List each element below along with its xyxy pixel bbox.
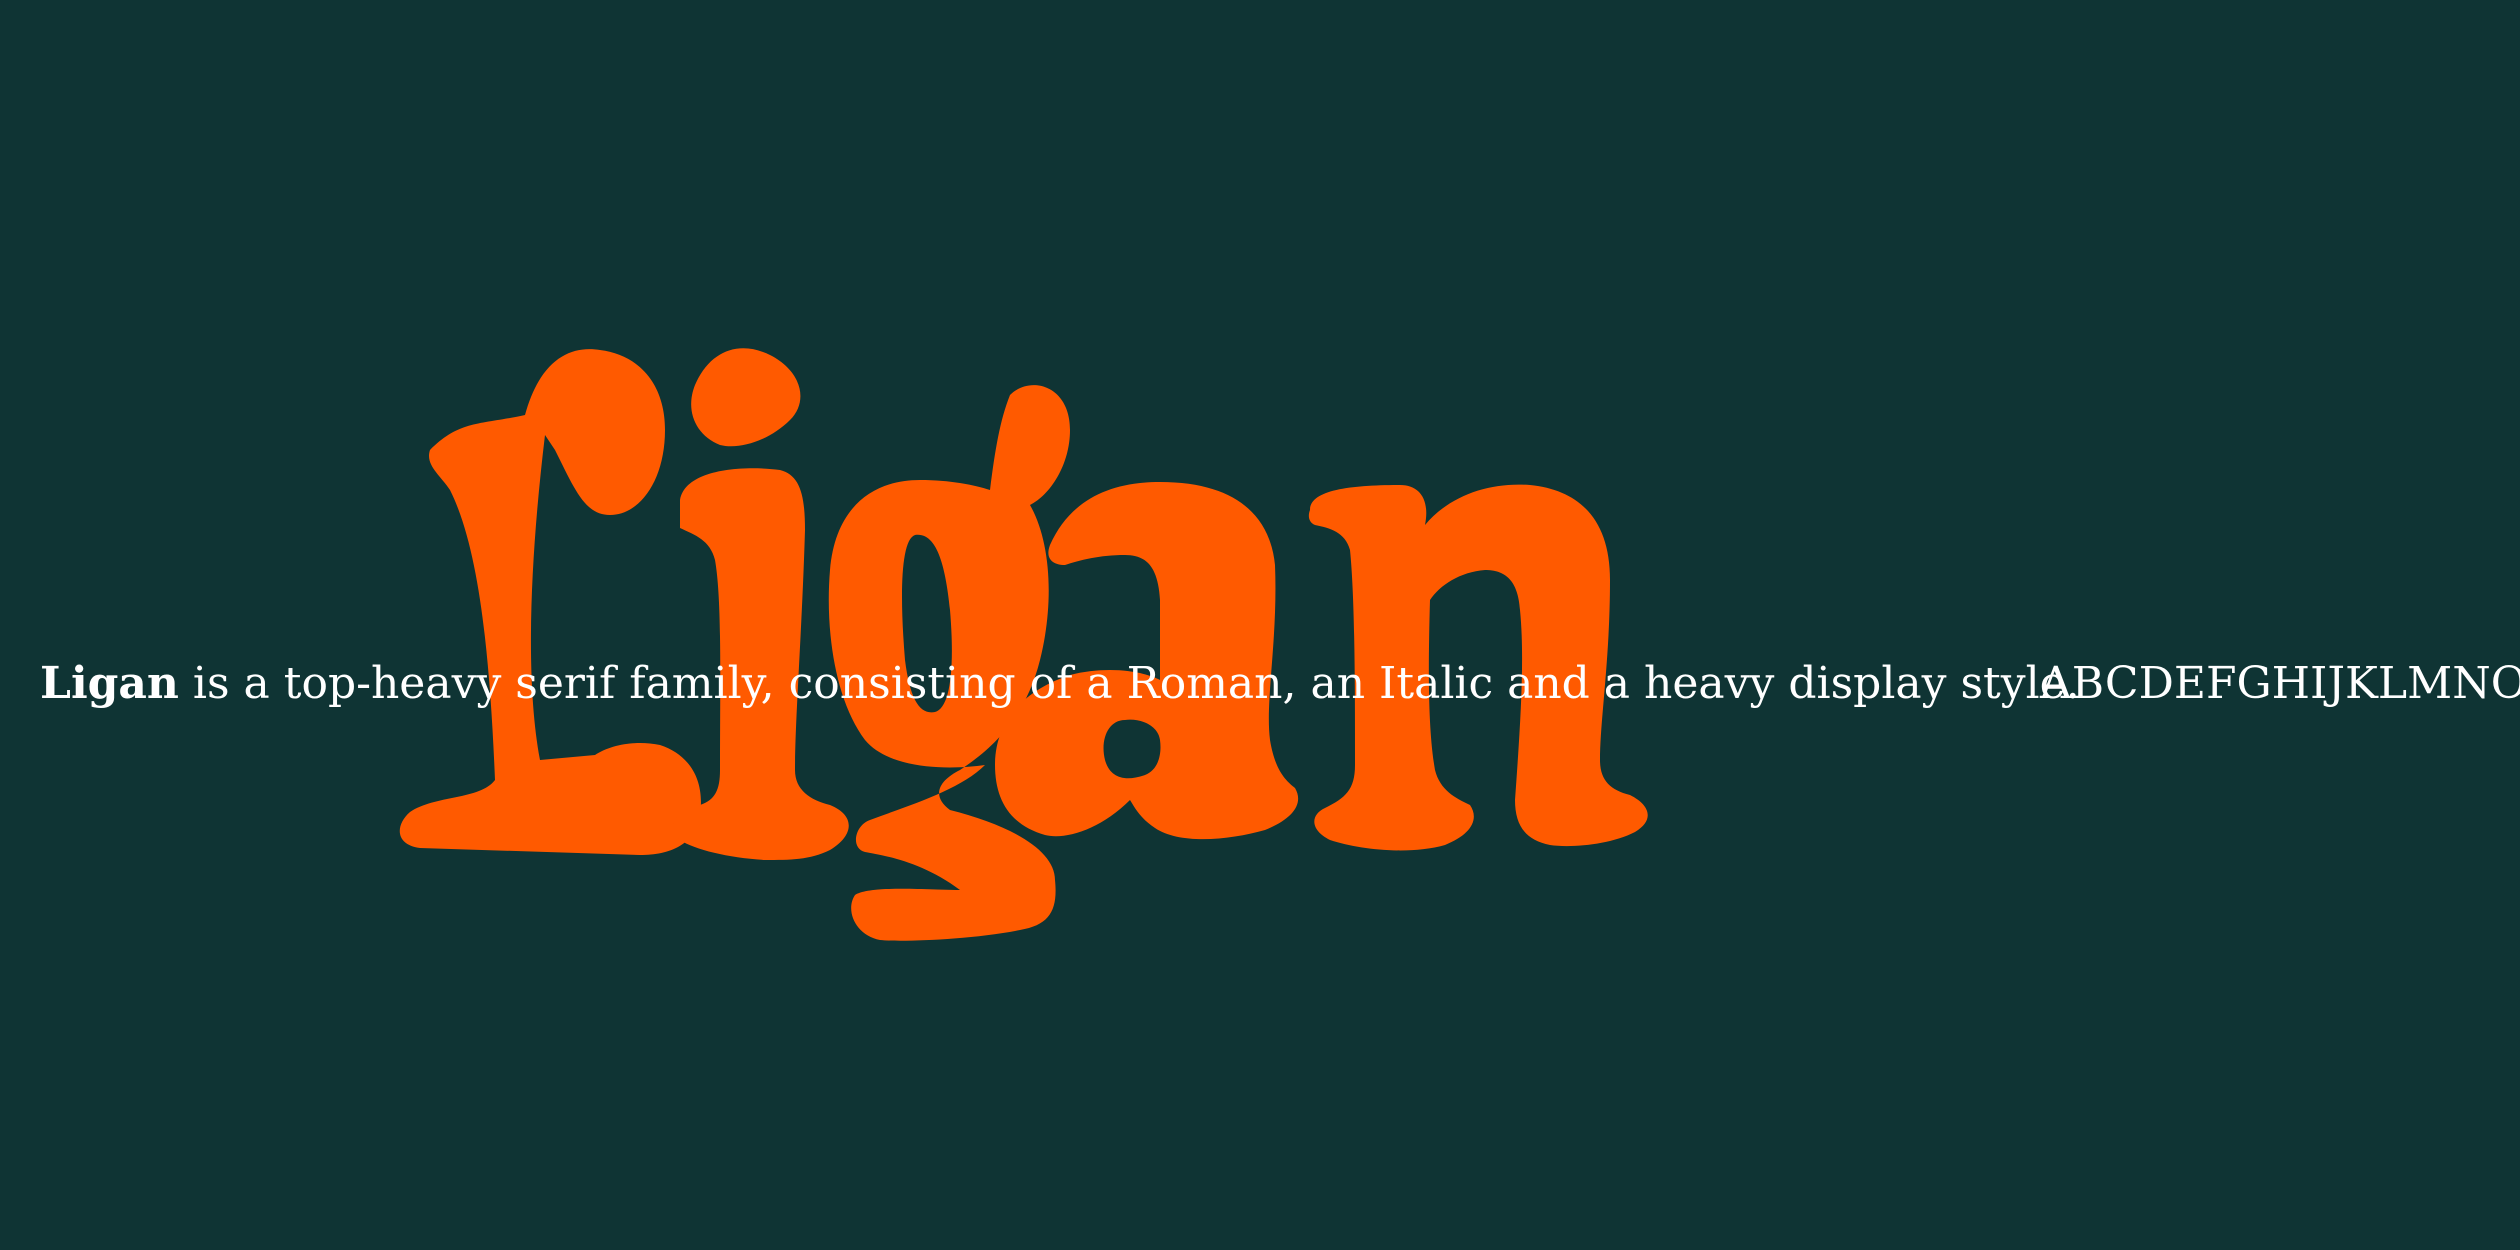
glyph-n	[1308, 484, 1648, 851]
display-wordmark	[310, 300, 1670, 960]
glyph-i	[672, 468, 849, 860]
family-description: Ligan is a top-heavy serif family, consi…	[40, 650, 2080, 718]
family-name: Ligan	[40, 658, 179, 709]
alphabet-sample: ABCDEFGHIJKLMNO	[2040, 658, 2520, 709]
description-text: is a top-heavy serif family, consisting …	[178, 658, 2080, 709]
glyph-i-dot	[691, 348, 801, 447]
glyph-g	[828, 385, 1070, 941]
glyph-a	[995, 482, 1299, 840]
glyph-L	[399, 349, 701, 855]
display-wordmark-art	[399, 348, 1648, 941]
